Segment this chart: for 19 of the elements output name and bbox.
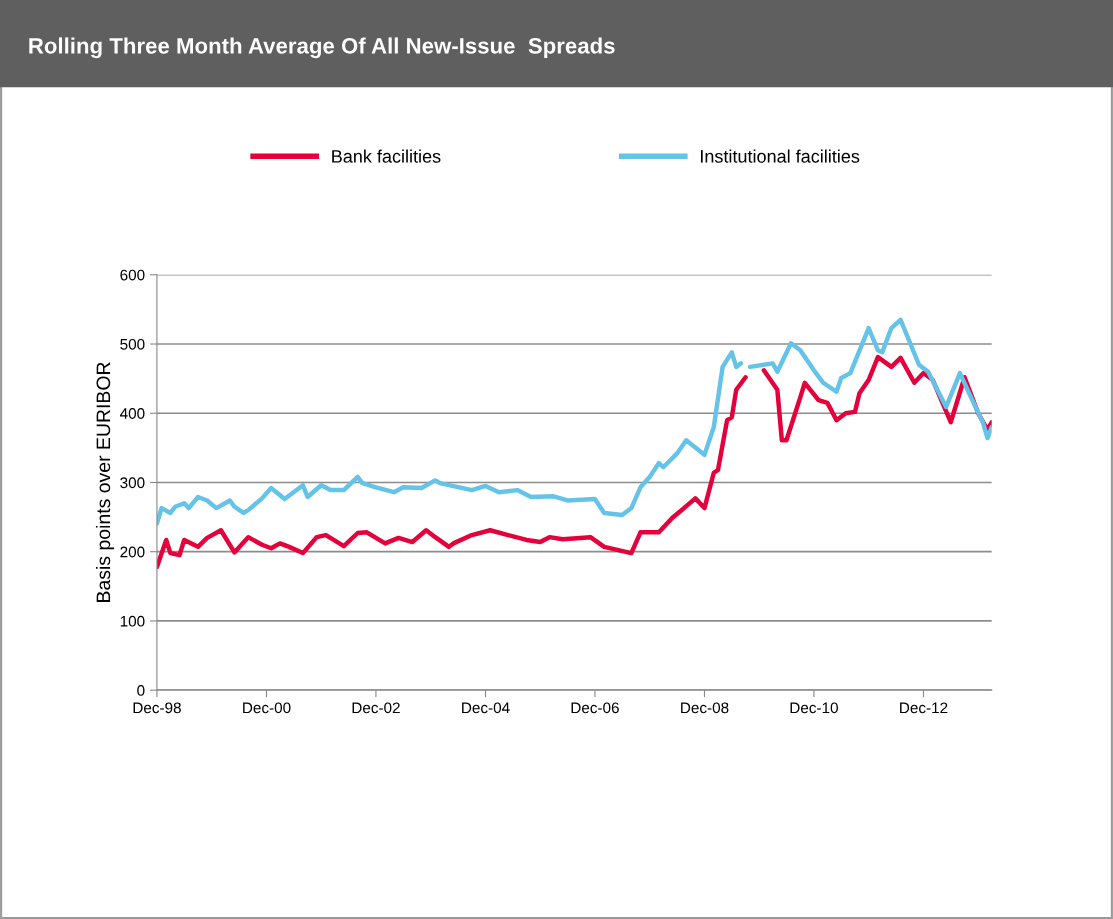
- x-tick-label: Dec-10: [790, 702, 838, 714]
- y-tick-label: 400: [119, 408, 145, 419]
- legend-label: Institutional facilities: [701, 149, 860, 163]
- chart-title: Rolling Three Month Average Of All New-Issue Spreads: [29, 37, 615, 59]
- x-tick-label: Dec-02: [352, 702, 400, 714]
- x-tick-label: Dec-00: [243, 702, 291, 714]
- y-tick-label: 100: [120, 615, 145, 627]
- y-tick-label: 200: [120, 546, 145, 558]
- x-tick-label: Dec-08: [681, 702, 729, 714]
- y-tick-label: 500: [120, 338, 145, 350]
- y-tick-label: 300: [120, 477, 145, 489]
- y-tick-label: 0: [137, 685, 145, 696]
- x-tick-label: Dec-12: [900, 702, 948, 714]
- y-axis-title: Basis points over EURIBOR: [95, 362, 115, 602]
- x-tick-label: Dec-98: [133, 702, 181, 714]
- x-tick-label: Dec-04: [462, 702, 510, 714]
- y-tick-label: 600: [120, 269, 145, 281]
- legend-label: Bank facilities: [332, 149, 441, 163]
- x-tick-label: Dec-06: [571, 702, 619, 714]
